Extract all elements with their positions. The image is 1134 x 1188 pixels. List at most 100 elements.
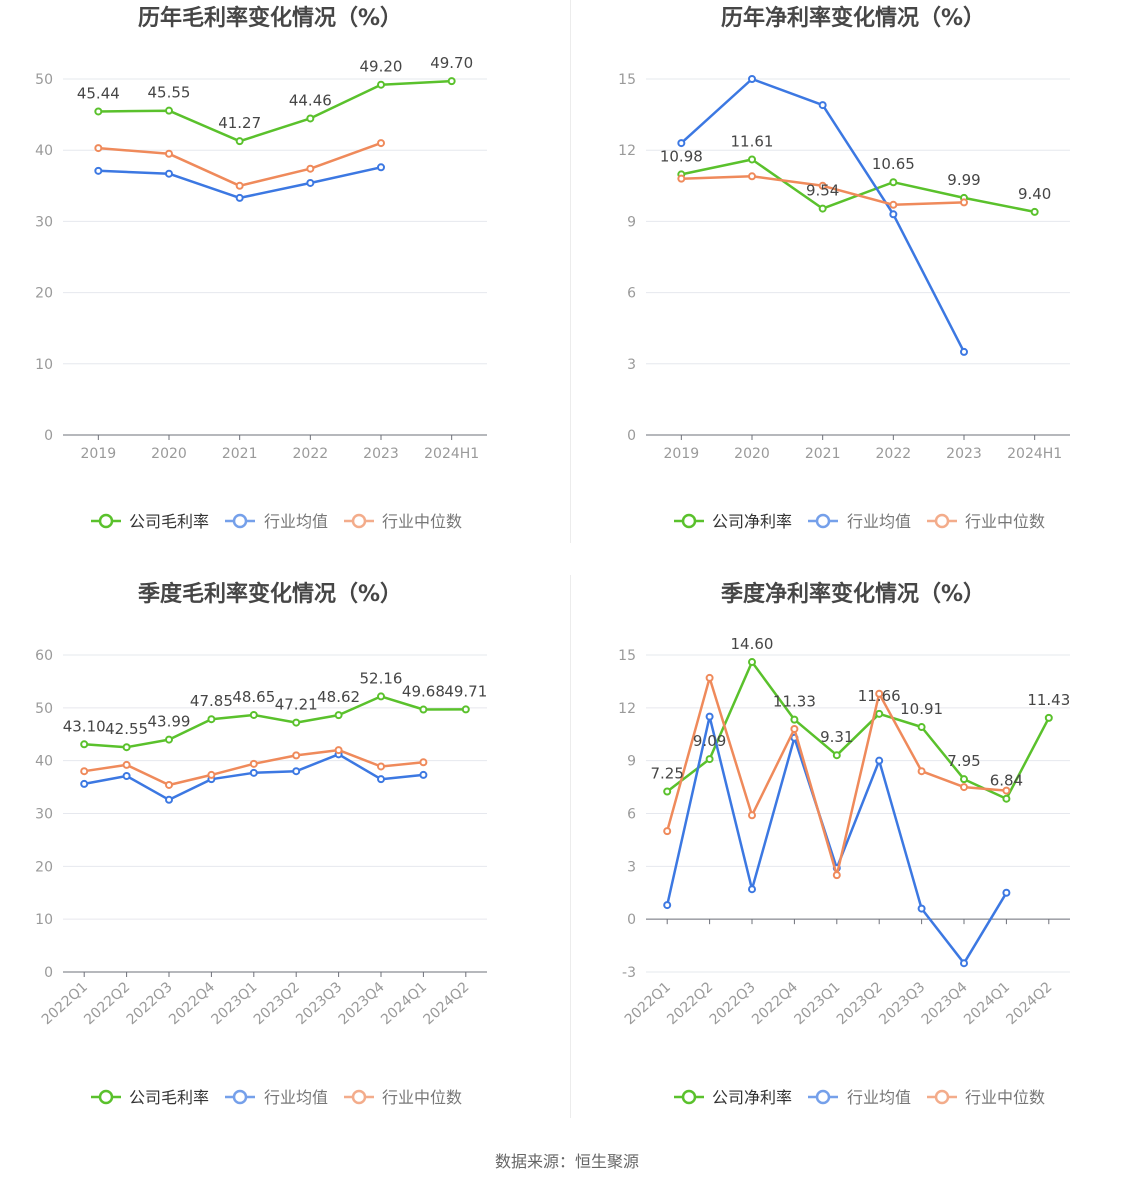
grid-lines (646, 78, 1070, 436)
x-tick-label: 2023 (946, 446, 982, 462)
legend-item-company[interactable]: 公司净利率 (674, 512, 792, 531)
legend-item-industry-average[interactable]: 行业均值 (808, 1088, 911, 1107)
chart-title: 季度毛利率变化情况（%） (138, 581, 402, 607)
legend-label: 行业中位数 (382, 512, 462, 531)
y-tick-label: 0 (627, 912, 636, 928)
data-point-industry-average (165, 169, 173, 178)
data-point-company (377, 692, 385, 701)
data-point-industry-median (249, 759, 258, 768)
series-line-company (680, 158, 1036, 214)
x-tick-label: 2023Q1 (791, 979, 843, 1028)
y-axis: 0 10 20 30 40 50 60 (35, 648, 53, 981)
data-label: 11.61 (731, 132, 774, 150)
legend-line-marker-icon (344, 513, 374, 529)
data-point-company (748, 155, 756, 164)
data-point-company (748, 658, 756, 667)
legend-item-industry-average[interactable]: 行业均值 (808, 512, 911, 531)
legend-label: 行业中位数 (965, 512, 1045, 531)
data-label: 9.40 (1018, 185, 1051, 203)
y-tick-label: 12 (618, 701, 636, 717)
y-tick-label: 40 (35, 143, 53, 159)
data-point-industry-average (80, 779, 89, 788)
legend-item-industry-median[interactable]: 行业中位数 (927, 512, 1045, 531)
x-tick-label: 2023Q4 (336, 979, 388, 1028)
data-point-company (419, 705, 428, 714)
x-axis: 2022Q12022Q22022Q32022Q42023Q12023Q22023… (39, 971, 487, 1028)
data-labels: 10.98 11.61 9.54 10.65 9.99 9.40 (660, 132, 1052, 202)
data-point-industry-median (875, 689, 884, 698)
data-label: 52.16 (360, 669, 403, 687)
y-tick-label: 50 (35, 72, 53, 88)
legend-item-industry-median[interactable]: 行业中位数 (344, 1088, 462, 1107)
y-tick-label: 3 (627, 859, 636, 875)
series-industry-average (94, 163, 385, 202)
data-label: 45.44 (77, 84, 120, 102)
legend-item-industry-median[interactable]: 行业中位数 (344, 512, 462, 531)
data-point-industry-median (165, 149, 173, 158)
y-tick-label: 10 (35, 912, 53, 928)
data-point-company (832, 751, 841, 760)
data-point-industry-median (677, 174, 686, 183)
x-tick-label: 2022Q2 (664, 979, 716, 1028)
data-point-industry-average (419, 770, 428, 779)
series-industry-median (677, 172, 968, 209)
data-point-company (377, 80, 385, 89)
chart-quarterly-net-margin: 季度净利率变化情况（%） -3036912152022Q12022Q22022Q… (618, 581, 1070, 1107)
data-point-industry-average (748, 885, 756, 894)
legend-item-industry-median[interactable]: 行业中位数 (927, 1088, 1045, 1107)
legend-line-marker-icon (225, 1089, 255, 1105)
data-point-company (889, 178, 898, 187)
chart-title: 季度净利率变化情况（%） (721, 581, 985, 607)
data-point-industry-average (917, 904, 926, 913)
x-tick-label: 2021 (805, 446, 841, 462)
x-tick-label: 2024Q1 (378, 979, 430, 1028)
legend-item-company[interactable]: 公司毛利率 (91, 512, 209, 531)
legend-line-marker-icon (808, 513, 838, 529)
series-company (80, 692, 470, 752)
x-tick-label: 2020 (734, 446, 770, 462)
x-axis: 2022Q12022Q22022Q32022Q42023Q12023Q22023… (622, 918, 1070, 1028)
data-point-industry-average (306, 178, 315, 187)
data-label: 47.85 (190, 692, 233, 710)
data-point-industry-median (235, 181, 244, 190)
y-axis: 0 10 20 30 40 50 (35, 72, 53, 444)
plot-series (677, 75, 1039, 356)
legend-line-marker-icon (927, 1089, 957, 1105)
data-point-industry-median (960, 783, 968, 792)
data-point-industry-median (705, 673, 714, 682)
legend-marker (815, 513, 831, 529)
x-tick-label: 2022Q1 (622, 979, 674, 1028)
data-label: 10.65 (872, 155, 915, 173)
legend-label: 行业均值 (264, 512, 328, 531)
data-label: 49.70 (430, 54, 473, 72)
y-tick-label: 20 (35, 859, 53, 875)
x-tick-label: 2023Q1 (208, 979, 260, 1028)
data-point-industry-average (1002, 888, 1011, 897)
legend-marker (681, 1089, 697, 1105)
legend-item-company[interactable]: 公司毛利率 (91, 1088, 209, 1107)
y-tick-label: 0 (627, 428, 636, 444)
legend-line-marker-icon (91, 513, 121, 529)
legend-marker (351, 1089, 367, 1105)
x-tick-label: 2022 (293, 446, 329, 462)
data-label: 7.95 (947, 752, 980, 770)
data-point-industry-average (705, 712, 714, 721)
x-tick-label: 2022Q3 (124, 979, 176, 1028)
series-company (677, 155, 1039, 216)
legend-item-company[interactable]: 公司净利率 (674, 1088, 792, 1107)
y-tick-label: 3 (627, 357, 636, 373)
legend-line-marker-icon (225, 513, 255, 529)
legend-item-industry-average[interactable]: 行业均值 (225, 1088, 328, 1107)
data-point-company (306, 114, 315, 123)
data-point-industry-median (790, 724, 799, 733)
grid-lines (63, 78, 487, 436)
y-tick-label: 30 (35, 807, 53, 823)
chart-title: 历年毛利率变化情况（%） (138, 5, 402, 31)
x-axis: 2019 2020 2021 2022 2023 2024H1 (63, 434, 487, 462)
legend-label: 行业中位数 (382, 1088, 462, 1107)
y-tick-label: 9 (627, 214, 636, 230)
legend-item-industry-average[interactable]: 行业均值 (225, 512, 328, 531)
x-tick-label: 2022Q3 (707, 979, 759, 1028)
legend-line-marker-icon (674, 1089, 704, 1105)
x-tick-label: 2024H1 (424, 446, 479, 462)
